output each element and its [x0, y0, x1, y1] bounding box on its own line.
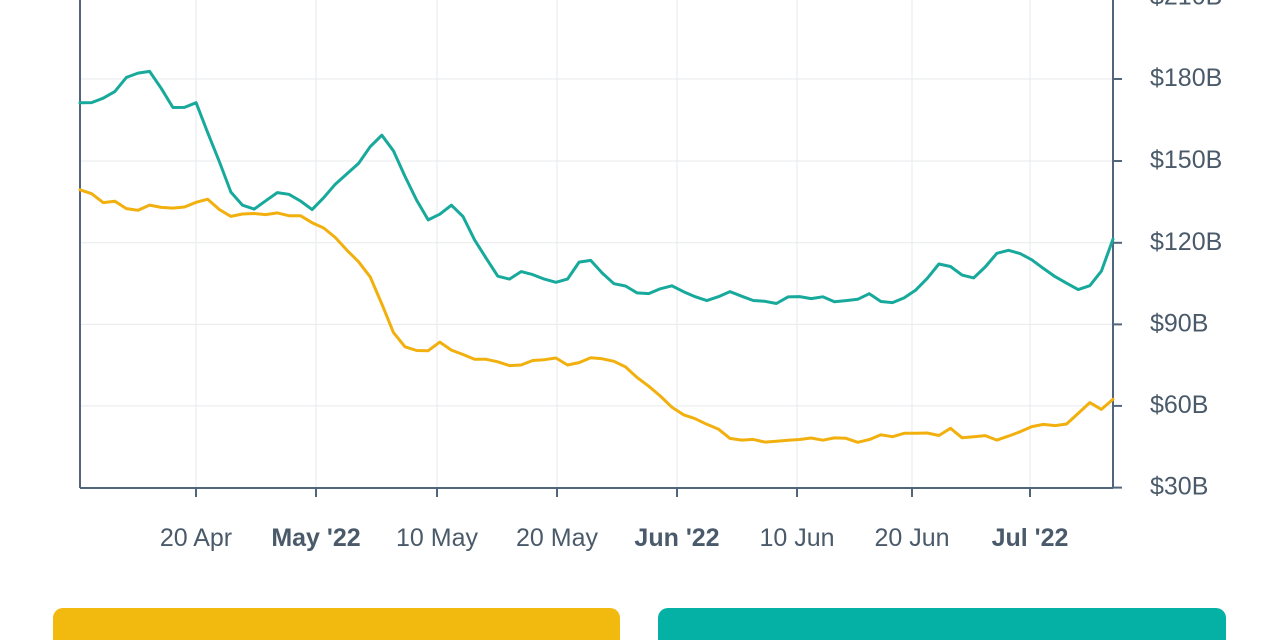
- svg-text:Jun '22: Jun '22: [634, 524, 719, 552]
- svg-text:10 Jun: 10 Jun: [759, 524, 834, 552]
- svg-text:10 May: 10 May: [396, 524, 478, 552]
- svg-text:$180B: $180B: [1150, 64, 1222, 92]
- svg-text:$150B: $150B: [1150, 146, 1222, 174]
- svg-text:20 Apr: 20 Apr: [160, 524, 232, 552]
- svg-text:20 Jun: 20 Jun: [874, 524, 949, 552]
- svg-text:$210B: $210B: [1150, 0, 1222, 10]
- svg-text:$60B: $60B: [1150, 391, 1208, 419]
- svg-text:$30B: $30B: [1150, 473, 1208, 501]
- svg-text:$120B: $120B: [1150, 228, 1222, 256]
- svg-text:May '22: May '22: [271, 524, 360, 552]
- svg-text:20 May: 20 May: [516, 524, 598, 552]
- svg-text:$90B: $90B: [1150, 309, 1208, 337]
- svg-text:Jul '22: Jul '22: [992, 524, 1069, 552]
